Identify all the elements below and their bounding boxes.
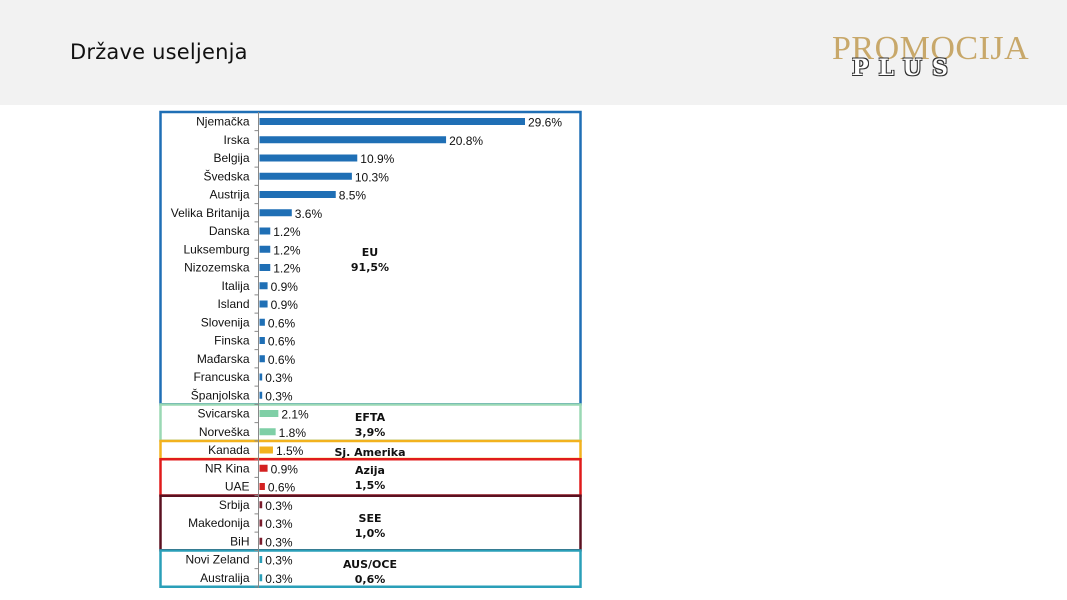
value-label: 10.9% bbox=[360, 152, 394, 166]
bar bbox=[259, 318, 265, 326]
category-label: Švedska bbox=[203, 168, 249, 183]
group-label: Azija bbox=[355, 464, 385, 477]
value-label: 0.3% bbox=[265, 572, 293, 586]
bar bbox=[259, 537, 263, 545]
group-label: AUS/OCE bbox=[343, 558, 397, 571]
group-share-label: 1,5% bbox=[355, 479, 386, 492]
value-label: 10.3% bbox=[355, 170, 389, 184]
group-share-label: 3,9% bbox=[355, 426, 386, 439]
bar bbox=[259, 428, 276, 436]
logo-sub-text: PLUS bbox=[852, 55, 958, 81]
category-label: Island bbox=[217, 297, 249, 311]
category-label: Nizozemska bbox=[184, 261, 250, 275]
bar bbox=[259, 245, 271, 253]
category-label: Svicarska bbox=[197, 407, 249, 421]
value-label: 0.6% bbox=[268, 335, 296, 349]
bar bbox=[259, 391, 263, 399]
bar bbox=[259, 337, 265, 344]
value-label: 0.6% bbox=[268, 353, 296, 367]
category-label: Slovenija bbox=[201, 315, 250, 329]
value-label: 20.8% bbox=[449, 134, 483, 148]
bar bbox=[259, 355, 265, 363]
value-label: 0.6% bbox=[268, 481, 296, 495]
value-label: 0.3% bbox=[265, 499, 293, 513]
bar bbox=[259, 410, 279, 417]
bar bbox=[259, 209, 292, 217]
value-label: 0.9% bbox=[271, 298, 299, 312]
bar bbox=[259, 136, 447, 144]
value-label: 1.8% bbox=[279, 426, 307, 440]
value-label: 2.1% bbox=[281, 408, 309, 422]
group-label: Sj. Amerika bbox=[334, 446, 405, 459]
value-label: 1.2% bbox=[273, 243, 301, 257]
value-label: 0.3% bbox=[265, 389, 293, 403]
category-label: Australija bbox=[200, 571, 250, 585]
bar bbox=[259, 373, 263, 381]
value-label: 0.6% bbox=[268, 316, 296, 330]
bar bbox=[259, 154, 358, 162]
category-label: Irska bbox=[223, 133, 249, 147]
value-label: 1.2% bbox=[273, 262, 301, 276]
bar bbox=[259, 227, 271, 235]
logo-main-text: PROMOCIJA bbox=[832, 30, 1030, 67]
group-label: EU bbox=[362, 246, 378, 259]
group-label: EFTA bbox=[355, 411, 386, 424]
value-label: 0.3% bbox=[265, 535, 293, 549]
bar bbox=[259, 264, 271, 271]
bar bbox=[259, 519, 263, 527]
category-label: Francuska bbox=[193, 370, 249, 384]
value-label: 29.6% bbox=[528, 116, 562, 130]
group-box-aus-oce bbox=[159, 549, 582, 588]
category-label: Makedonija bbox=[188, 516, 250, 530]
category-label: BiH bbox=[230, 534, 249, 548]
bar bbox=[259, 282, 268, 290]
value-label: 3.6% bbox=[295, 207, 323, 221]
category-label: Luksemburg bbox=[183, 242, 249, 256]
group-share-label: 91,5% bbox=[351, 261, 389, 274]
bar bbox=[259, 446, 273, 454]
category-label: Srbija bbox=[219, 498, 250, 512]
bar bbox=[259, 464, 268, 472]
bar bbox=[259, 483, 265, 490]
value-label: 0.9% bbox=[271, 462, 299, 476]
bar bbox=[259, 574, 263, 582]
category-label: Italija bbox=[221, 279, 249, 293]
group-share-label: 0,6% bbox=[355, 573, 386, 586]
bar bbox=[259, 172, 352, 180]
brand-logo: PROMOCIJA PLUS bbox=[832, 30, 1037, 90]
bar bbox=[259, 556, 263, 563]
value-label: 0.3% bbox=[265, 517, 293, 531]
category-label: Belgija bbox=[213, 151, 249, 165]
bar bbox=[259, 300, 268, 308]
group-share-label: 1,0% bbox=[355, 527, 386, 540]
category-label: Norveška bbox=[199, 425, 250, 439]
category-label: Finska bbox=[214, 334, 250, 348]
category-label: Velika Britanija bbox=[171, 206, 250, 220]
value-label: 1.5% bbox=[276, 444, 304, 458]
value-label: 8.5% bbox=[339, 189, 367, 203]
group-label: SEE bbox=[359, 512, 382, 525]
category-label: Austrija bbox=[209, 188, 249, 202]
category-label: Novi Zeland bbox=[185, 553, 249, 567]
category-label: Mađarska bbox=[197, 352, 250, 366]
category-label: Danska bbox=[209, 224, 250, 238]
value-label: 0.9% bbox=[271, 280, 299, 294]
bar bbox=[259, 501, 263, 509]
category-label: Njemačka bbox=[196, 115, 250, 129]
bar bbox=[259, 118, 525, 125]
value-label: 0.3% bbox=[265, 371, 293, 385]
bar bbox=[259, 191, 336, 198]
page-title: Države useljenja bbox=[70, 40, 248, 64]
category-label: Kanada bbox=[208, 443, 250, 457]
value-label: 0.3% bbox=[265, 554, 293, 568]
category-label: UAE bbox=[225, 480, 250, 494]
value-label: 1.2% bbox=[273, 225, 301, 239]
category-label: NR Kina bbox=[205, 461, 250, 475]
header-band bbox=[0, 0, 1067, 105]
category-label: Španjolska bbox=[191, 387, 250, 402]
